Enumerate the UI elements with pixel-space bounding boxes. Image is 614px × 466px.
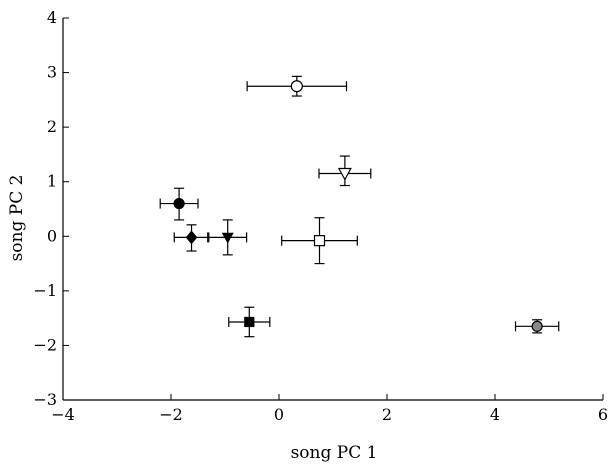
x-axis-label: song PC 1 — [291, 443, 378, 463]
diamond-filled-marker — [185, 230, 198, 245]
circle-open-marker — [290, 80, 303, 93]
x-tick-label: 4 — [490, 405, 500, 424]
triangle-down-open-marker — [337, 167, 352, 181]
x-tick-label: 6 — [598, 405, 608, 424]
x-tick-label: −4 — [51, 405, 75, 424]
y-tick-label: 1 — [47, 172, 57, 191]
axes: −4 −2 0 2 4 6 −3 −2 −1 0 1 2 3 4 — [33, 8, 608, 424]
data-point-circle-open — [246, 75, 348, 97]
y-tick-label: −1 — [33, 281, 57, 300]
square-filled-marker — [244, 316, 255, 328]
triangle-down-filled-marker — [221, 232, 234, 244]
data-point-triangle-down-open — [318, 155, 372, 187]
y-tick-label: 0 — [47, 226, 57, 245]
circle-gray-marker — [531, 320, 543, 332]
data-point-triangle-down-filled — [208, 219, 248, 256]
square-open-marker — [313, 235, 326, 247]
data-point-square-open — [281, 217, 358, 265]
data-point-square-filled — [228, 306, 271, 338]
y-tick-label: 3 — [47, 63, 57, 82]
data-points — [159, 75, 560, 338]
data-point-circle-filled — [159, 187, 199, 221]
y-tick-label: 4 — [47, 8, 57, 27]
y-tick-label: −2 — [33, 335, 57, 354]
y-tick-label: 2 — [47, 117, 57, 136]
y-axis-label: song PC 2 — [7, 175, 27, 262]
data-point-diamond-filled — [173, 224, 209, 252]
data-point-circle-gray — [514, 319, 560, 334]
circle-filled-marker — [173, 197, 185, 210]
x-tick-label: −2 — [159, 405, 183, 424]
y-tick-label: −3 — [33, 390, 57, 409]
x-tick-label: 0 — [274, 405, 284, 424]
x-tick-label: 2 — [382, 405, 392, 424]
